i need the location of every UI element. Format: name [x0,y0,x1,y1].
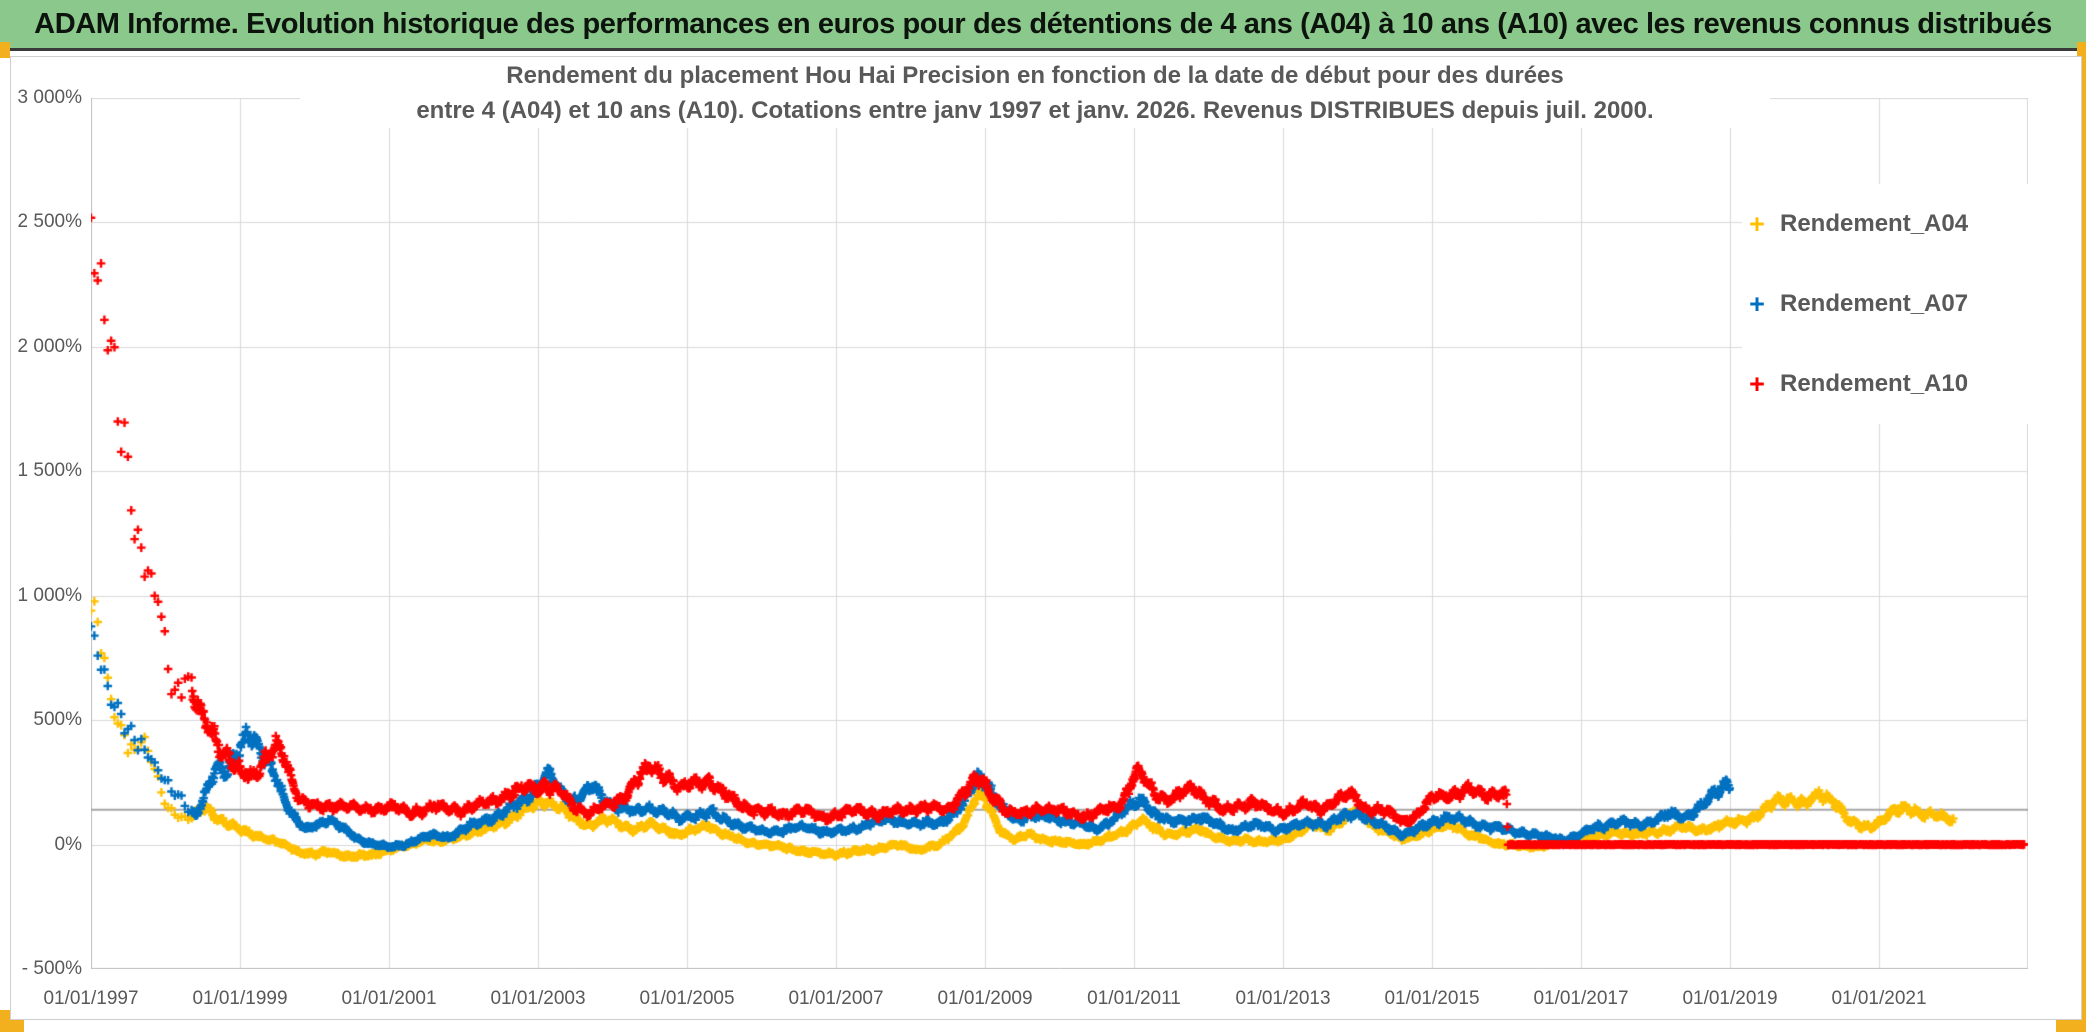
header-banner-text: ADAM Informe. Evolution historique des p… [34,7,2052,40]
x-axis-tick-label: 01/01/2007 [788,988,884,1009]
x-axis-tick-label: 01/01/2001 [341,988,437,1009]
legend-item-rendement-a04[interactable]: + Rendement_A04 [1742,184,2032,264]
x-axis-tick-label: 01/01/2019 [1682,988,1778,1009]
chart-title-line2: entre 4 (A04) et 10 ans (A10). Cotations… [416,97,1654,124]
y-axis-tick-label: 0% [54,833,82,855]
x-axis-tick-label: 01/01/2003 [490,988,586,1009]
legend-item-rendement-a07[interactable]: + Rendement_A07 [1742,264,2032,344]
legend-label: Rendement_A07 [1780,290,1969,317]
y-axis-tick-label: 3 000% [17,87,82,108]
header-banner: ADAM Informe. Evolution historique des p… [0,0,2086,51]
x-axis-tick-label: 01/01/1997 [43,988,139,1009]
y-axis-labels: 3 000% 2 500% 2 000% 1 500% 1 000% 500% 0% - 50… [0,0,82,1032]
x-axis-labels: 01/01/1997 01/01/1999 01/01/2001 01/01/2003… [0,988,2086,1016]
legend-item-rendement-a10[interactable]: + Rendement_A10 [1742,344,2032,424]
x-axis-tick-label: 01/01/1999 [192,988,288,1009]
chart-title: Rendement du placement Hou Hai Precision… [300,58,1770,128]
x-axis-tick-label: 01/01/2011 [1087,988,1181,1009]
x-axis-tick-label: 01/01/2005 [639,988,735,1009]
x-axis-tick-label: 01/01/2013 [1235,988,1331,1009]
plot-area[interactable] [91,98,2028,969]
x-axis-tick-label: 01/01/2015 [1384,988,1480,1009]
y-axis-tick-label: 2 500% [17,211,82,233]
scatter-plot-canvas[interactable] [91,98,2028,969]
x-axis-tick-label: 01/01/2017 [1533,988,1629,1009]
legend-label: Rendement_A04 [1780,210,1969,237]
plus-marker-icon: + [1749,288,1765,319]
y-axis-tick-label: 500% [33,709,82,731]
gold-accent-top-left [0,42,10,58]
x-axis-tick-label: 01/01/2009 [937,988,1033,1009]
plus-marker-icon: + [1749,368,1765,399]
x-axis-tick-label: 01/01/2021 [1831,988,1927,1009]
y-axis-tick-label: 2 000% [17,335,82,357]
chart-title-line1: Rendement du placement Hou Hai Precision… [506,62,1564,89]
y-axis-tick-label: 1 000% [17,584,82,606]
y-axis-tick-label: 1 500% [17,460,82,482]
chart-legend: + Rendement_A04 + Rendement_A07 + Rendem… [1742,184,2032,424]
y-axis-tick-label: - 500% [21,958,82,979]
legend-label: Rendement_A10 [1780,370,1969,397]
plus-marker-icon: + [1749,208,1765,239]
